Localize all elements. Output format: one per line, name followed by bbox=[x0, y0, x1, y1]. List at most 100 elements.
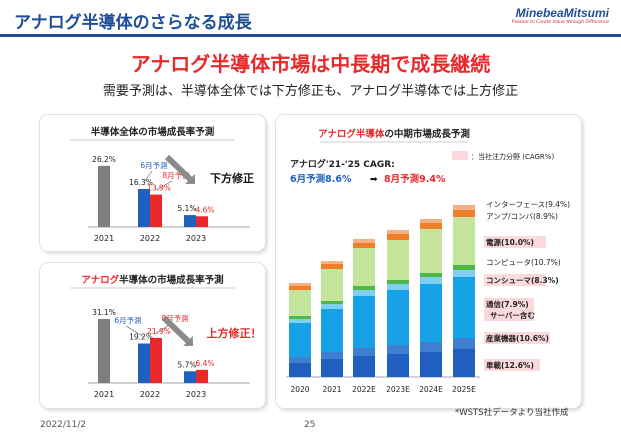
x-tick-label: 2022 bbox=[140, 234, 160, 243]
bar bbox=[98, 165, 110, 227]
x-tick-label: 2023 bbox=[186, 234, 206, 243]
stack-segment bbox=[453, 270, 475, 277]
data-label: 16.3% bbox=[129, 178, 153, 187]
logo-text: MinebeaMitsumi bbox=[515, 6, 609, 20]
chart-total-growth: 半導体全体の市場成長率予測202126.2%202216.3%13.9%2023… bbox=[70, 126, 254, 243]
stack-segment bbox=[353, 239, 375, 243]
cagr-aug: 8月予測9.4% bbox=[384, 173, 446, 185]
stack-segment bbox=[289, 319, 311, 323]
series-label: 車載(12.6%) bbox=[486, 360, 534, 370]
bar bbox=[184, 215, 196, 227]
x-tick-label: 2021 bbox=[94, 390, 114, 399]
stack-segment bbox=[289, 290, 311, 316]
subheadline: 需要予測は、半導体全体では下方修正も、アナログ半導体では上方修正 bbox=[102, 84, 519, 99]
stack-segment bbox=[289, 363, 311, 377]
stack-segment bbox=[420, 284, 442, 342]
bar bbox=[98, 319, 110, 383]
stack-segment bbox=[321, 352, 343, 359]
x-tick-label: 2020 bbox=[290, 385, 309, 394]
header-divider bbox=[0, 34, 621, 37]
bar bbox=[196, 369, 208, 383]
x-tick-label: 2023E bbox=[386, 385, 410, 394]
stack-segment bbox=[353, 243, 375, 248]
data-label: 6.4% bbox=[195, 359, 214, 368]
panel-total-growth: 半導体全体の市場成長率予測202126.2%202216.3%13.9%2023… bbox=[40, 115, 265, 251]
stack-segment bbox=[289, 286, 311, 290]
stack-segment bbox=[453, 265, 475, 270]
bar bbox=[138, 343, 150, 383]
bar bbox=[138, 188, 150, 227]
data-label: 19.2% bbox=[129, 333, 153, 342]
data-label: 5.1% bbox=[177, 204, 196, 213]
stack-segment bbox=[321, 261, 343, 264]
series-label: インターフェース(9.4%) bbox=[486, 200, 570, 209]
stack-segment bbox=[353, 356, 375, 377]
legend-aug: 8月予測 bbox=[162, 170, 189, 180]
cagr-label: アナログ'21-'25 CAGR: bbox=[290, 158, 395, 170]
data-label: 31.1% bbox=[92, 308, 116, 317]
stack-segment bbox=[353, 248, 375, 286]
x-tick-label: 2021 bbox=[94, 234, 114, 243]
stack-segment bbox=[321, 301, 343, 304]
source-note: *WSTS社データより当社作成 bbox=[455, 408, 569, 418]
data-label: 5.7% bbox=[177, 360, 196, 369]
trend-arrow bbox=[161, 315, 191, 344]
cagr-june: 6月予測8.6% bbox=[290, 173, 352, 185]
data-label: 4.6% bbox=[195, 205, 214, 214]
x-tick-label: 2022 bbox=[140, 390, 160, 399]
stack-segment bbox=[321, 264, 343, 269]
cagr-arrow: ➡ bbox=[370, 175, 378, 185]
trend-arrow bbox=[164, 154, 193, 182]
stack-segment bbox=[387, 284, 409, 290]
trend-arrow-head bbox=[185, 173, 196, 185]
stack-segment bbox=[420, 342, 442, 352]
stack-segment bbox=[289, 323, 311, 357]
stack-segment bbox=[453, 338, 475, 349]
stack-segment bbox=[387, 290, 409, 345]
stack-segment bbox=[353, 348, 375, 356]
stack-segment bbox=[453, 210, 475, 217]
stack-segment bbox=[353, 286, 375, 290]
stack-segment bbox=[289, 357, 311, 363]
legend-june: 6月予測 bbox=[114, 315, 141, 325]
company-logo: MinebeaMitsumi Passion to Create Value t… bbox=[512, 6, 609, 25]
legend-june: 6月予測 bbox=[140, 160, 167, 170]
bar bbox=[150, 194, 162, 227]
x-tick-label: 2025E bbox=[452, 385, 476, 394]
stack-segment bbox=[353, 296, 375, 348]
stack-segment bbox=[387, 240, 409, 280]
x-tick-label: 2024E bbox=[419, 385, 443, 394]
bar bbox=[184, 371, 196, 383]
series-label: 産業機器(10.6%) bbox=[486, 333, 549, 343]
page-number: 25 bbox=[304, 420, 316, 430]
headline: アナログ半導体市場は中長期で成長継続 bbox=[130, 52, 491, 76]
series-label: サーバー含む bbox=[490, 310, 535, 320]
chart-annotation: 下方修正 bbox=[210, 171, 254, 185]
x-tick-label: 2022E bbox=[352, 385, 376, 394]
stack-segment bbox=[420, 229, 442, 273]
panel-analog-midterm: アナログ半導体の中期市場成長予測 アナログ'21-'25 CAGR: 6月予測8.6… bbox=[276, 115, 581, 408]
panel-analog-growth: アナログ半導体の市場成長率予測202131.1%202219.2%21.9%20… bbox=[40, 263, 265, 408]
stack-segment bbox=[387, 230, 409, 234]
stack-segment bbox=[420, 223, 442, 229]
chart-title: アナログ半導体の市場成長率予測 bbox=[81, 274, 223, 286]
x-tick-label: 2021 bbox=[322, 385, 341, 394]
x-tick-label: 2023 bbox=[186, 390, 206, 399]
stack-segment bbox=[321, 359, 343, 377]
stack-segment bbox=[321, 269, 343, 301]
stack-segment bbox=[420, 219, 442, 223]
legend-leader bbox=[143, 170, 153, 183]
stack-segment bbox=[420, 273, 442, 277]
series-label: コンシューマ(8.3%) bbox=[486, 276, 559, 285]
legend-focus-swatch bbox=[452, 151, 468, 160]
series-label: 通信(7.9%) bbox=[486, 299, 529, 309]
stack-segment bbox=[387, 354, 409, 377]
focus-highlight bbox=[484, 298, 534, 321]
series-label: アンプ/コンバ(8.9%) bbox=[486, 212, 558, 221]
stack-segment bbox=[321, 309, 343, 352]
footer-date: 2022/11/2 bbox=[40, 420, 87, 430]
focus-highlight bbox=[484, 359, 540, 371]
stack-segment bbox=[453, 277, 475, 338]
